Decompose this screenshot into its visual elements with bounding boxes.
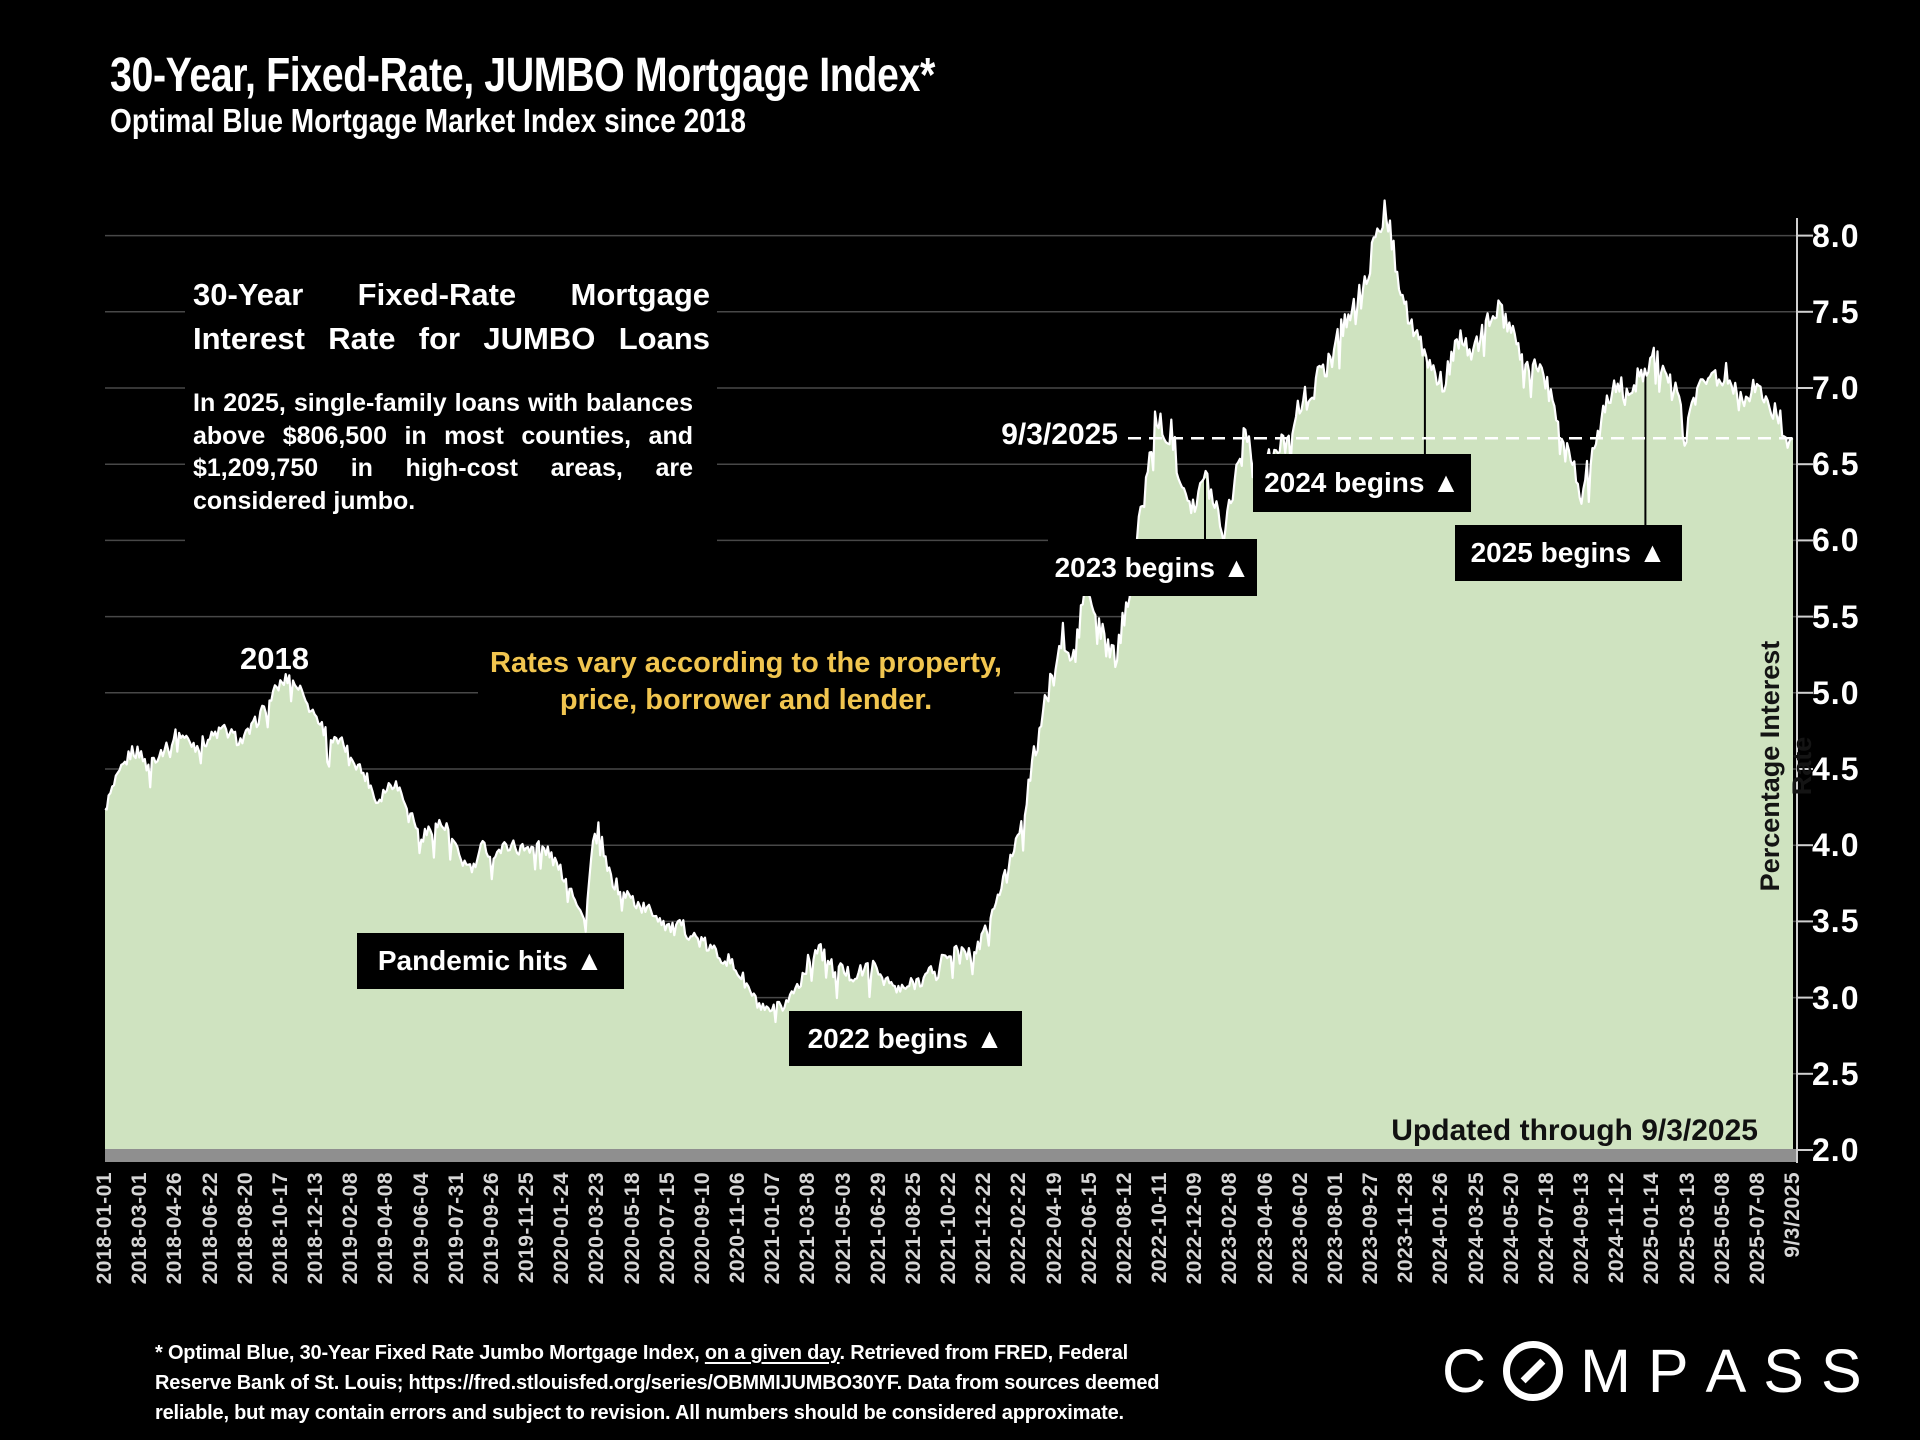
x-axis-label: 2021-10-22 <box>937 1172 960 1285</box>
annotation-box: 2025 begins ▲ <box>1455 525 1682 581</box>
latest-date-label: 9/3/2025 <box>1001 418 1118 451</box>
x-axis-label: 2023-08-01 <box>1323 1172 1347 1285</box>
x-axis-label: 2021-05-03 <box>831 1172 855 1285</box>
x-axis-label: 2019-02-08 <box>339 1172 363 1285</box>
x-axis-label: 2021-08-25 <box>901 1172 925 1285</box>
y-axis-label: 7.5 <box>1812 293 1860 330</box>
compass-logo-letter: P <box>1647 1337 1689 1405</box>
annotation-box: 2023 begins ▲ <box>1048 539 1257 596</box>
x-axis-label: 2022-04-19 <box>1042 1172 1066 1285</box>
rates-vary-note: Rates vary according to the property, pr… <box>478 633 1014 731</box>
info-panel-body: In 2025, single-family loans with balanc… <box>193 389 693 515</box>
page-title: 30-Year, Fixed-Rate, JUMBO Mortgage Inde… <box>110 49 935 102</box>
source-disclaimer: * Optimal Blue, 30-Year Fixed Rate Jumbo… <box>155 1338 1159 1428</box>
x-axis-label: 2020-09-10 <box>690 1172 714 1285</box>
compass-needle-o-icon <box>1503 1341 1564 1401</box>
disclaimer-line: Reserve Bank of St. Louis; https://fred.… <box>155 1372 1160 1394</box>
x-axis-label: 2021-06-29 <box>866 1172 890 1285</box>
annotation-box: 2022 begins ▲ <box>789 1011 1022 1066</box>
y-axis-label: 3.0 <box>1812 979 1860 1016</box>
compass-logo-letter: S <box>1820 1337 1862 1405</box>
x-axis-label: 2023-11-28 <box>1394 1172 1418 1284</box>
y-axis-label: 2.0 <box>1812 1132 1860 1168</box>
compass-logo-letter: M <box>1580 1337 1631 1405</box>
x-axis-label: 2021-03-08 <box>796 1172 820 1285</box>
x-axis-label: 2022-12-09 <box>1183 1172 1207 1285</box>
rate-line <box>104 199 1794 1024</box>
annotation-box: 2024 begins ▲ <box>1253 454 1471 512</box>
info-panel: 30-Year Fixed-Rate Mortgage Interest Rat… <box>185 243 717 545</box>
x-axis-label: 2024-03-25 <box>1464 1172 1488 1285</box>
compass-logo-letter: S <box>1763 1337 1804 1405</box>
updated-through-label: Updated through 9/3/2025 <box>1391 1114 1758 1147</box>
baseline-bar <box>105 1149 1797 1162</box>
x-axis-label: 2025-05-08 <box>1710 1172 1734 1285</box>
x-axis-label: 9/3/2025 <box>1781 1172 1804 1258</box>
x-axis-label: 2023-09-27 <box>1359 1172 1382 1285</box>
y-axis-label: 2.5 <box>1812 1055 1860 1092</box>
y-axis-label: 8.0 <box>1812 217 1860 254</box>
disclaimer-line: * Optimal Blue, 30-Year Fixed Rate Jumbo… <box>155 1342 1129 1364</box>
y-axis-label: 6.0 <box>1812 522 1860 559</box>
x-axis-label: 2023-06-02 <box>1288 1172 1312 1285</box>
disclaimer-line: reliable, but may contain errors and sub… <box>155 1402 1124 1424</box>
x-axis-label: 2019-07-31 <box>444 1172 468 1285</box>
annotation-box: Pandemic hits ▲ <box>357 933 624 989</box>
x-axis-label: 2019-11-25 <box>515 1172 538 1284</box>
y-axis-title: Percentage Interest Rate <box>1755 640 1817 892</box>
x-axis-label: 2024-05-20 <box>1499 1172 1523 1285</box>
x-axis-label: 2021-12-22 <box>972 1172 996 1285</box>
x-axis-label: 2025-07-08 <box>1745 1172 1769 1285</box>
x-axis-label: 2025-03-13 <box>1675 1172 1699 1285</box>
y-axis-label: 4.5 <box>1812 751 1860 787</box>
compass-logo-letter: A <box>1705 1337 1747 1405</box>
compass-logo-letter: C <box>1442 1337 1487 1405</box>
x-axis-label: 2020-03-23 <box>585 1172 609 1285</box>
x-axis-label: 2018-12-13 <box>304 1172 327 1285</box>
x-axis-label: 2018-10-17 <box>268 1172 292 1285</box>
x-axis-label: 2020-11-06 <box>726 1172 749 1284</box>
x-axis-label: 2024-01-26 <box>1429 1172 1453 1285</box>
y-axis-label: 3.5 <box>1812 903 1860 940</box>
y-axis-label: 5.5 <box>1812 598 1860 635</box>
y-axis-label: 4.0 <box>1812 827 1860 864</box>
x-axis-label: 2023-02-08 <box>1218 1172 1242 1285</box>
x-axis-label: 2020-07-15 <box>655 1172 679 1285</box>
x-axis-label: 2021-01-07 <box>761 1172 785 1285</box>
x-axis-label: 2018-04-26 <box>163 1172 187 1285</box>
y-axis-label: 7.0 <box>1812 370 1860 406</box>
x-axis-label: 2019-06-04 <box>409 1172 433 1285</box>
x-axis-label: 2022-02-22 <box>1007 1172 1031 1285</box>
x-axis-label: 2018-03-01 <box>128 1172 152 1285</box>
x-axis-label: 2018-08-20 <box>233 1172 257 1285</box>
y-axis-label: 5.0 <box>1812 674 1860 711</box>
x-axis-label: 2025-01-14 <box>1640 1172 1664 1285</box>
x-axis-label: 2024-07-18 <box>1534 1172 1558 1285</box>
x-axis-label: 2022-10-11 <box>1148 1172 1171 1284</box>
x-axis-label: 2019-09-26 <box>479 1172 503 1285</box>
info-panel-heading: 30-Year Fixed-Rate Mortgage Interest Rat… <box>193 277 710 357</box>
x-axis-label: 2020-05-18 <box>620 1172 644 1285</box>
x-axis-label: 2022-08-12 <box>1112 1172 1136 1285</box>
x-axis-label: 2018-06-22 <box>198 1172 222 1285</box>
page-subtitle: Optimal Blue Mortgage Market Index since… <box>110 102 747 139</box>
y-axis-label: 6.5 <box>1812 446 1860 483</box>
x-axis-label: 2018-01-01 <box>93 1172 116 1285</box>
x-axis-label: 2024-11-12 <box>1605 1172 1629 1284</box>
x-axis-label: 2022-06-15 <box>1077 1172 1101 1285</box>
x-axis-label: 2019-04-08 <box>374 1172 398 1285</box>
x-axis-label: 2024-09-13 <box>1570 1172 1593 1285</box>
x-axis-label: 2020-01-24 <box>550 1172 574 1285</box>
x-axis-label: 2023-04-06 <box>1253 1172 1277 1285</box>
year-2018-label: 2018 <box>240 641 309 676</box>
